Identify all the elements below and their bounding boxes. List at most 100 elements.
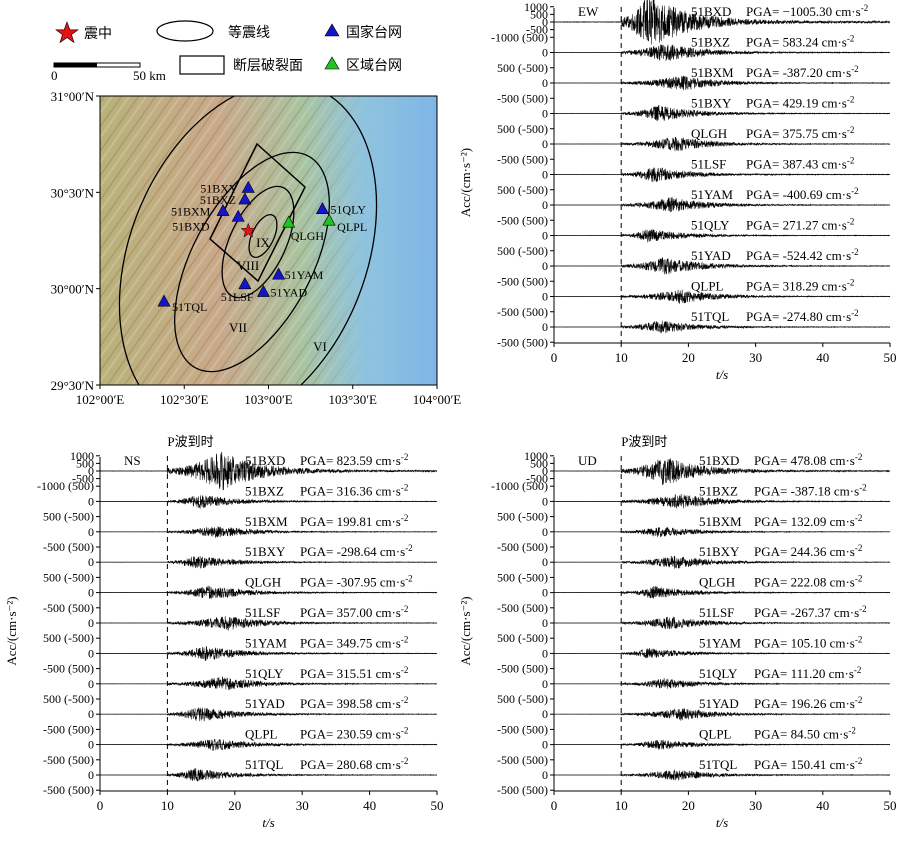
trace-51yad: 500 (-500)0 51YAD PGA= -524.42 cm·s-2 — [497, 244, 891, 275]
station-label: 51BXZ — [691, 35, 730, 50]
waveform — [554, 678, 891, 689]
pga-label: PGA= 111.20 cm·s-2 — [754, 665, 861, 681]
y-tick-label: 0 — [542, 586, 548, 600]
y-tick-label: 0 — [88, 738, 94, 752]
pga-label: PGA= -387.20 cm·s-2 — [746, 64, 859, 80]
station-51bxz-marker — [238, 192, 252, 205]
trace-51bxm: 500 (-500)0 51BXM PGA= -387.20 cm·s-2 — [497, 61, 891, 91]
fault-rupture-plane — [209, 142, 306, 283]
station-label: 51BXM — [245, 514, 288, 529]
waveform — [554, 320, 891, 334]
y-tick-label: 0 — [88, 768, 94, 782]
y-tick-label: 0 — [542, 646, 548, 660]
pga-label: PGA= 349.75 cm·s-2 — [300, 634, 408, 650]
trace-51bxy: -500 (500)0 51BXY PGA= -298.64 cm·s-2 — [43, 540, 438, 569]
pga-label: PGA= 387.43 cm·s-2 — [746, 156, 854, 172]
legend-national-label: 国家台网 — [346, 24, 402, 41]
lon-tick-label: 103°00′E — [244, 392, 293, 407]
station-label: 51BXZ — [699, 483, 738, 498]
station-label: 51BXZ — [245, 483, 284, 498]
pga-label: PGA= 315.51 cm·s-2 — [300, 665, 408, 681]
waveform — [554, 555, 891, 569]
y-tick-label: 500 (-500) — [497, 570, 548, 584]
trace-51yad: 500 (-500)0 51YAD PGA= 398.58 cm·s-2 — [43, 692, 438, 722]
trace-qlgh: 500 (-500) 0 QLGH PGA= -307.95 cm·s-2 — [43, 570, 438, 600]
rectangle-icon — [179, 55, 225, 75]
y-tick-label: -500 — [526, 472, 548, 486]
trace-51lsf: -500 (500)0 51LSF PGA= 357.00 cm·s-2 — [43, 601, 438, 631]
pga-label: PGA= 196.26 cm·s-2 — [754, 695, 862, 711]
waveform — [99, 616, 438, 631]
x-tick-label: 50 — [884, 350, 897, 365]
isoseismal-viii — [221, 185, 295, 299]
trace-51bxm: 500 (-500)0 51BXM PGA= 132.09 cm·s-2 — [497, 510, 891, 539]
station-label: 51LSF — [245, 605, 280, 620]
y-tick-label: 0 — [88, 707, 94, 721]
component-label: EW — [578, 4, 599, 19]
y-tick-label: -500 (500) — [43, 722, 94, 736]
y-tick-label: 0 — [542, 677, 548, 691]
waveform — [100, 495, 438, 509]
legend-fault: 断层破裂面 — [179, 55, 303, 75]
waveform — [554, 616, 891, 630]
station-label: 51TQL — [699, 757, 737, 772]
waveform — [99, 451, 438, 491]
y-tick-label: 500 (-500) — [43, 631, 94, 645]
y-tick-label: 0 — [542, 494, 548, 508]
y-tick-label: 0 — [542, 229, 548, 243]
station-51qly-label: 51QLY — [330, 203, 366, 217]
station-label: 51QLY — [691, 218, 730, 233]
y-tick-label: 500 (-500) — [497, 510, 548, 524]
station-51bxd-marker — [231, 209, 245, 222]
station-label: 51QLY — [245, 666, 284, 681]
x-tick-label: 30 — [749, 350, 762, 365]
station-qlgh-label: QLGH — [291, 229, 325, 243]
station-51lsf-label: 51LSF — [221, 290, 254, 304]
waveform — [554, 769, 890, 781]
station-51qly-marker — [315, 202, 329, 214]
component-label: UD — [578, 453, 597, 468]
pga-label: PGA= 280.68 cm·s-2 — [300, 756, 408, 772]
y-tick-label: -500 (500) — [43, 540, 94, 554]
pga-label: PGA= 199.81 cm·s-2 — [300, 513, 408, 529]
x-tick-label: 50 — [431, 798, 444, 813]
waveform — [553, 586, 891, 599]
trace-51bxz: -1000 (500) 0 51BXZ PGA= 583.24 cm·s-2 — [491, 30, 891, 61]
trace-51qly: -500 (500)0 51QLY PGA= 111.20 cm·s-2 — [497, 662, 891, 691]
y-tick-label: 1000 — [524, 0, 548, 14]
pga-label: PGA= -524.42 cm·s-2 — [746, 247, 859, 263]
station-label: 51BXY — [699, 544, 740, 559]
y-tick-label: 0 — [542, 290, 548, 304]
station-label: QLPL — [245, 727, 278, 742]
trace-51yam: 500 (-500)0 51YAM PGA= 105.10 cm·s-2 — [497, 631, 890, 660]
y-tick-label: 0 — [542, 738, 548, 752]
y-tick-label: 0 — [88, 616, 94, 630]
pga-label: PGA= 583.24 cm·s-2 — [746, 34, 854, 50]
station-qlgh-marker — [282, 215, 296, 228]
lat-tick-label: 30°30′N — [51, 185, 95, 200]
y-tick-label: 0 — [88, 525, 94, 539]
x-tick-label: 40 — [363, 798, 376, 813]
pga-label: PGA= -400.69 cm·s-2 — [746, 186, 859, 202]
lon-tick-label: 104°00′E — [413, 392, 462, 407]
y-tick-label: 0 — [542, 525, 548, 539]
station-51bxz-label: 51BXZ — [200, 193, 236, 207]
y-tick-label: 0 — [88, 586, 94, 600]
lat-tick-label: 29°30′N — [51, 378, 95, 393]
panel-ew: 01020304050t/sAcc/(cm·s⁻²)EWP波到时10005000… — [458, 0, 897, 382]
y-tick-label: 0 — [542, 76, 548, 90]
trace-qlpl: -500 (500) 0 QLPL PGA= 318.29 cm·s-2 — [497, 274, 891, 304]
waveform — [99, 707, 438, 722]
trace-51yad: 500 (-500)0 51YAD PGA= 196.26 cm·s-2 — [497, 692, 891, 721]
x-tick-label: 20 — [682, 350, 695, 365]
pga-label: PGA= 230.59 cm·s-2 — [300, 726, 408, 742]
legend-national: 国家台网 — [324, 23, 402, 41]
pga-label: PGA= 398.58 cm·s-2 — [300, 695, 408, 711]
trace-qlgh: 500 (-500)0 QLGH PGA= 375.75 cm·s-2 — [497, 122, 891, 152]
y-tick-label: -1000 (500) — [491, 479, 548, 493]
waveform — [553, 257, 891, 275]
waveform — [99, 768, 438, 782]
y-tick-label: 500 (-500) — [497, 692, 548, 706]
